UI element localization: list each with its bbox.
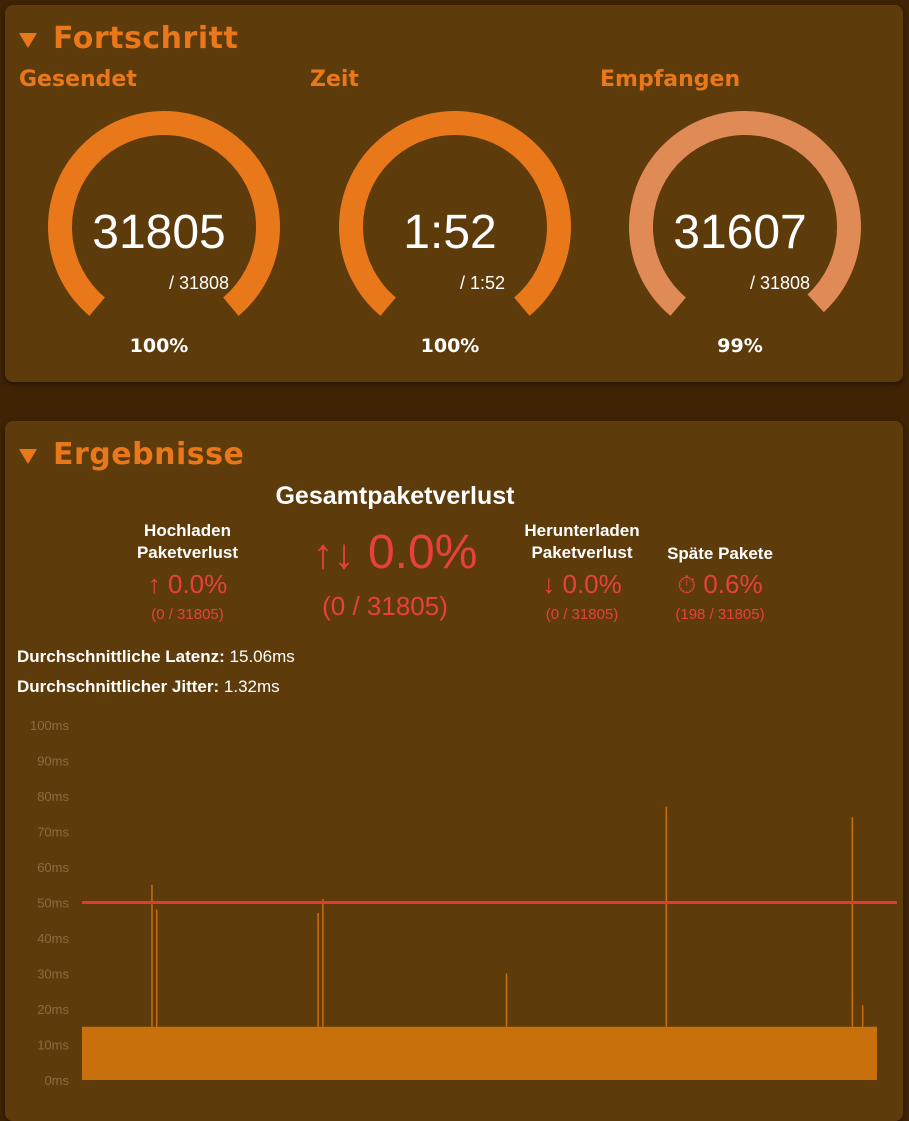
gauge-value: 31805	[92, 206, 226, 259]
total-loss-percent: 0.0%	[367, 526, 478, 579]
download-percent: 0.0%	[562, 569, 622, 599]
gauge-total: / 31808	[750, 273, 811, 293]
upload-label-line1: Hochladen	[144, 521, 231, 540]
collapse-triangle-icon[interactable]	[19, 449, 37, 464]
y-tick-label: 100ms	[30, 718, 70, 733]
latency-label: Durchschnittliche Latenz:	[17, 647, 225, 666]
upload-detail: (0 / 31805)	[151, 606, 224, 623]
upload-label-line2: Paketverlust	[136, 543, 239, 562]
y-tick-label: 10ms	[37, 1038, 69, 1053]
download-value: ↓ 0.0%	[502, 569, 662, 600]
latency-value: 15.06ms	[229, 647, 295, 666]
y-tick-label: 90ms	[37, 754, 69, 769]
upload-value: ↑ 0.0%	[110, 569, 265, 600]
collapse-triangle-icon[interactable]	[19, 33, 37, 48]
stopwatch-icon: ⏱	[677, 572, 697, 599]
gauge-total: / 1:52	[460, 273, 506, 293]
y-tick-label: 70ms	[37, 825, 69, 840]
late-label: Späte Pakete	[667, 544, 773, 563]
late-value: ⏱ 0.6%	[645, 569, 795, 600]
jitter-label: Durchschnittlicher Jitter:	[17, 677, 220, 696]
y-tick-label: 60ms	[37, 860, 69, 875]
download-detail: (0 / 31805)	[545, 606, 619, 623]
y-tick-label: 50ms	[37, 896, 69, 911]
results-header[interactable]: Ergebnisse	[19, 437, 244, 472]
y-tick-label: 0ms	[44, 1073, 69, 1088]
total-loss-value: ↑↓ 0.0%	[275, 525, 515, 580]
total-loss-detail: (0 / 31805)	[322, 591, 448, 621]
gauge-value: 31607	[673, 206, 807, 259]
gauge-time: Zeit 1:52 / 1:52 100%	[310, 67, 590, 367]
average-jitter: Durchschnittlicher Jitter: 1.32ms	[17, 677, 280, 697]
late-percent: 0.6%	[703, 569, 763, 599]
average-latency: Durchschnittliche Latenz: 15.06ms	[17, 647, 295, 667]
download-label: Herunterladen Paketverlust	[502, 520, 662, 564]
download-label-line2: Paketverlust	[531, 543, 633, 562]
gauge-ring	[629, 111, 861, 316]
results-title: Ergebnisse	[53, 437, 245, 472]
results-panel: Ergebnisse Gesamtpaketverlust ↑↓ 0.0% (0…	[5, 421, 903, 1121]
progress-title: Fortschritt	[53, 21, 239, 56]
down-arrow-icon: ↓	[542, 569, 556, 599]
y-tick-label: 30ms	[37, 967, 69, 982]
y-tick-label: 80ms	[37, 789, 69, 804]
gauge-label: Zeit	[310, 67, 359, 92]
gauge-ring	[339, 111, 571, 316]
gauge-label: Gesendet	[19, 67, 137, 92]
y-tick-label: 40ms	[37, 931, 69, 946]
gauge-value: 1:52	[403, 206, 497, 259]
gauge-percent: 99%	[717, 335, 763, 357]
total-loss-title: Gesamtpaketverlust	[275, 482, 515, 510]
gauge-percent: 100%	[420, 335, 480, 357]
late-detail: (198 / 31805)	[675, 606, 765, 623]
upload-percent: 0.0%	[167, 569, 228, 599]
download-label-line1: Herunterladen	[524, 521, 640, 540]
latency-baseline-bars	[82, 1026, 877, 1080]
gauge-label: Empfangen	[600, 67, 741, 92]
gauge-ring	[48, 111, 280, 316]
up-down-arrows-icon: ↑↓	[312, 530, 355, 577]
progress-panel: Fortschritt Gesendet 31805 / 31808 100% …	[5, 5, 903, 382]
gauge-received: Empfangen 31607 / 31808 99%	[600, 67, 880, 367]
y-tick-label: 20ms	[37, 1002, 69, 1017]
gauge-total: / 31808	[169, 273, 230, 293]
jitter-value: 1.32ms	[223, 677, 280, 696]
up-arrow-icon: ↑	[147, 569, 161, 599]
latency-chart: 0ms 10ms 20ms 30ms 40ms 50ms 60ms 70ms 80ms 90ms 1…	[30, 718, 897, 1088]
gauge-percent: 100%	[129, 335, 189, 357]
upload-label: Hochladen Paketverlust	[110, 520, 265, 564]
gauge-sent: Gesendet 31805 / 31808 100%	[19, 67, 299, 367]
progress-header[interactable]: Fortschritt	[19, 21, 238, 56]
